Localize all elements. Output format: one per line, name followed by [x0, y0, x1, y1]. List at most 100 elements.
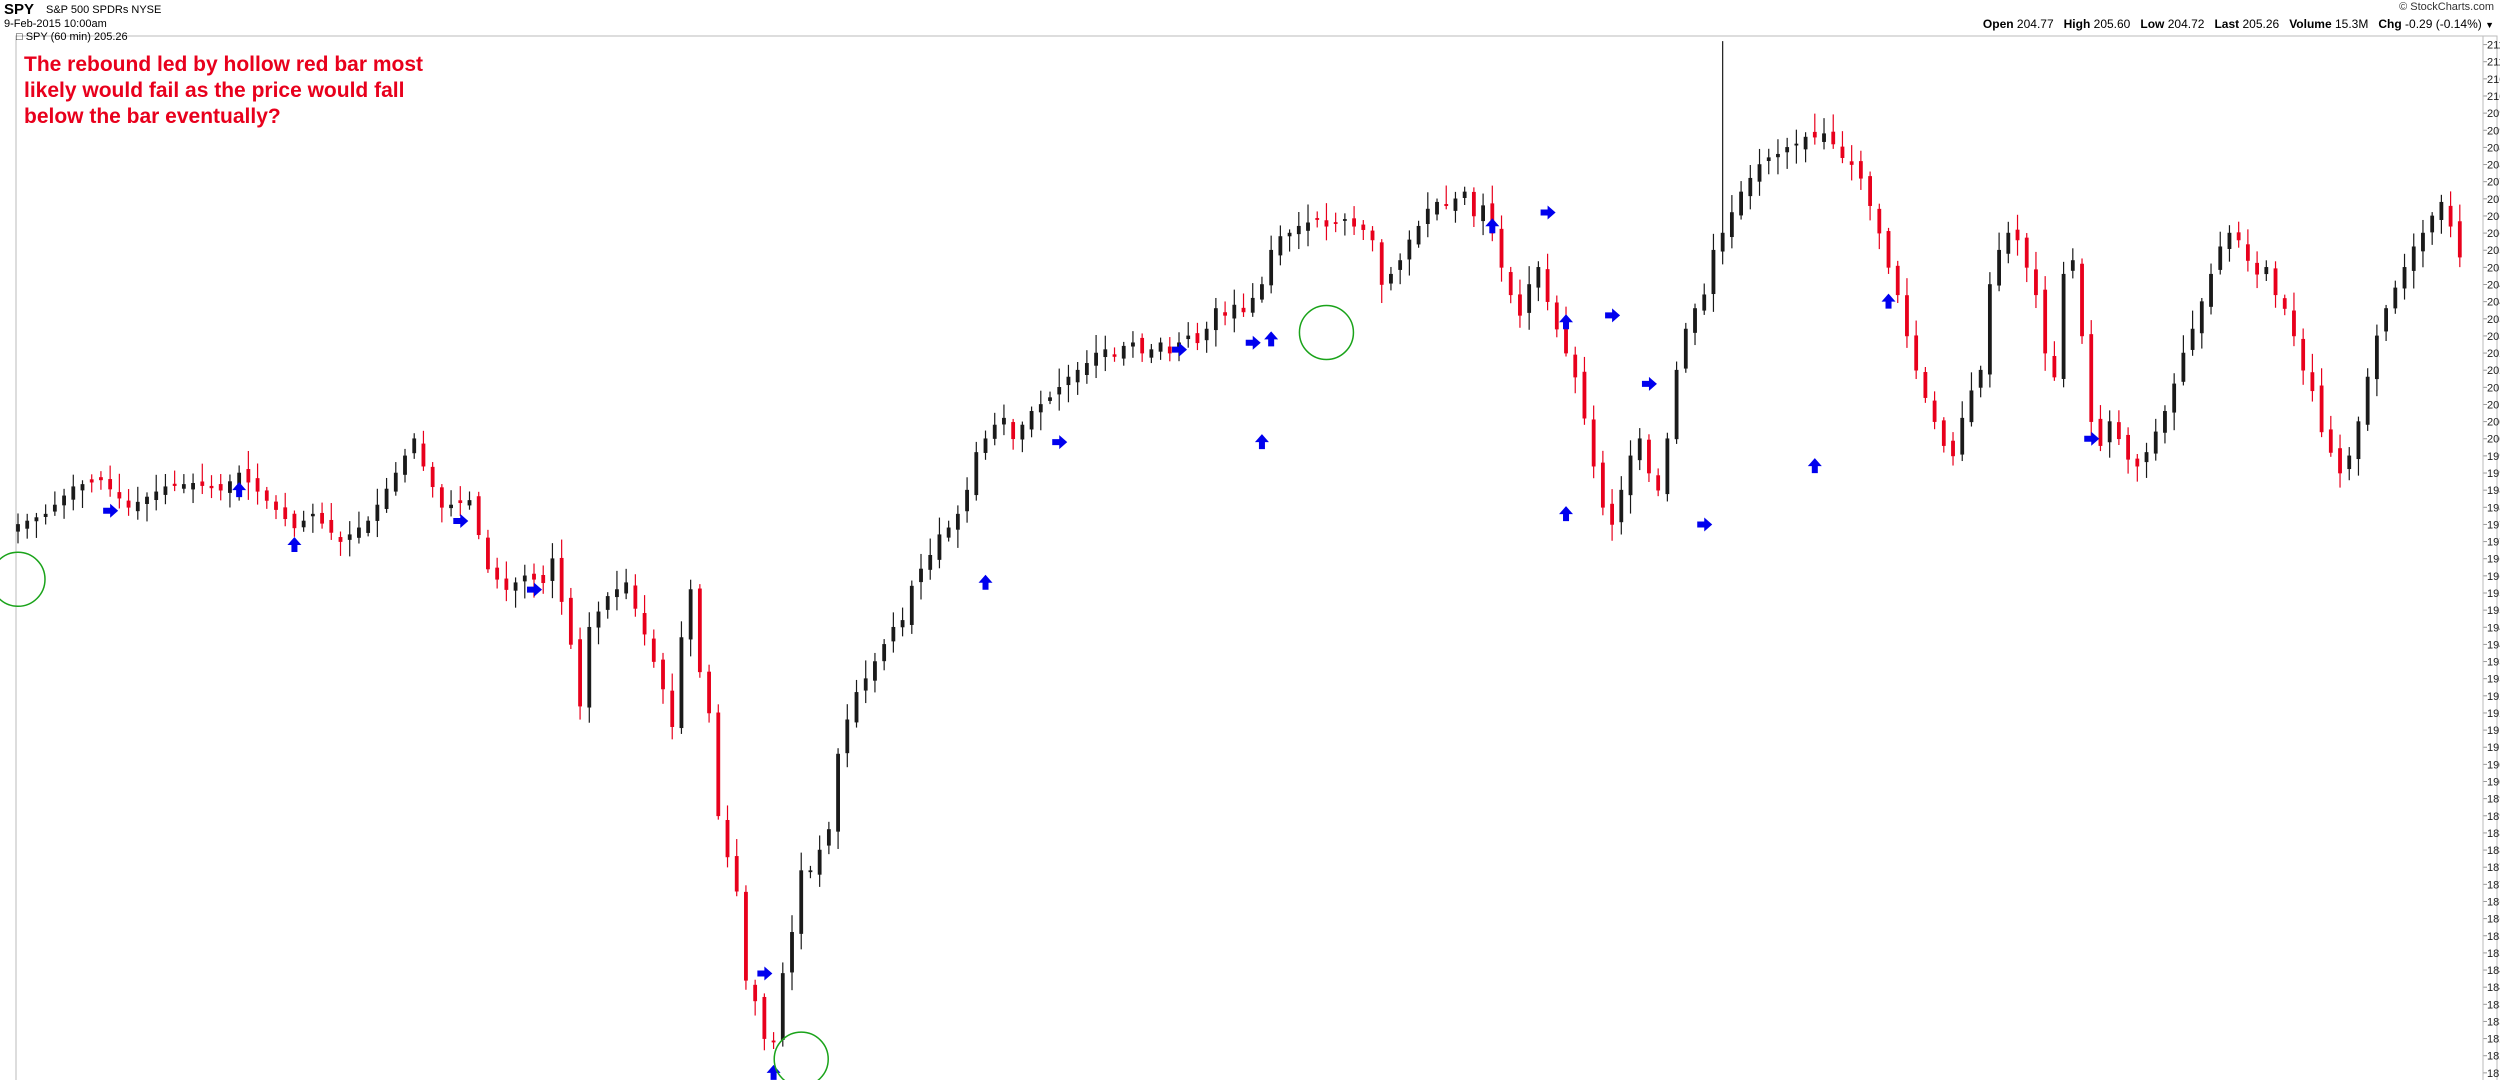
candle-body — [1048, 397, 1052, 401]
candle-body — [817, 849, 822, 875]
candle-body — [80, 484, 85, 491]
candle-body — [393, 472, 398, 492]
candle-body — [1683, 328, 1688, 369]
up-arrow-icon — [1559, 314, 1574, 330]
candle-body — [2356, 421, 2361, 460]
candle-body — [1029, 411, 1034, 430]
candle-body — [504, 578, 509, 590]
y-tick-label: 192.5 — [2487, 691, 2500, 703]
y-tick-label: 196.5 — [2487, 554, 2500, 566]
candle-body — [1702, 294, 1707, 311]
candle-body — [1693, 308, 1697, 333]
high-value: 205.60 — [2093, 17, 2131, 31]
candle-body — [762, 996, 767, 1039]
candle-body — [1508, 272, 1513, 296]
candle-body — [587, 626, 592, 708]
candle-body — [439, 487, 444, 508]
candle-body — [467, 500, 472, 506]
candle-body — [1352, 218, 1356, 227]
candle-body — [1186, 335, 1191, 340]
candle-body — [1914, 335, 1919, 371]
y-tick-label: 204.0 — [2487, 297, 2500, 309]
candle-body — [1103, 349, 1108, 358]
right-arrow-icon — [1697, 517, 1713, 532]
candle-body — [246, 469, 251, 483]
candle-body — [642, 613, 647, 635]
candle-body — [1776, 153, 1780, 158]
candle-body — [25, 520, 30, 529]
y-tick-label: 205.5 — [2487, 245, 2500, 257]
low-value: 204.72 — [2167, 17, 2205, 31]
y-tick-label: 211.0 — [2487, 57, 2500, 69]
candle-body — [2328, 429, 2333, 453]
candle-body — [1453, 198, 1458, 211]
candle-body — [2374, 335, 2379, 380]
candle-body — [2199, 301, 2204, 334]
candle-body — [2107, 421, 2112, 443]
candle-body — [974, 452, 979, 496]
candle-body — [347, 534, 352, 540]
candle-body — [301, 520, 306, 528]
candle-body — [1094, 352, 1098, 366]
y-tick-label: 207.0 — [2487, 194, 2500, 206]
candle-body — [108, 479, 113, 490]
up-arrow-icon — [1881, 293, 1896, 309]
candle-body — [1204, 328, 1209, 341]
candle-body — [1923, 372, 1928, 398]
candle-body — [357, 527, 361, 538]
candle-body — [532, 573, 536, 580]
candle-body — [2245, 244, 2250, 261]
y-tick-label: 187.5 — [2487, 862, 2500, 874]
candle-body — [71, 486, 76, 500]
y-tick-label: 210.0 — [2487, 91, 2500, 103]
candle-body — [135, 501, 140, 512]
candle-body — [1794, 143, 1799, 146]
up-arrow-icon — [1254, 434, 1269, 450]
chart-legend: □ SPY (60 min) 205.26 — [16, 31, 128, 43]
candle-body — [2163, 411, 2167, 433]
candle-body — [1370, 230, 1375, 241]
candle-body — [790, 932, 794, 973]
y-tick-label: 187.0 — [2487, 879, 2500, 891]
candle-body — [1895, 265, 1900, 296]
candle-body — [697, 588, 702, 673]
candle-body — [163, 486, 168, 495]
candle-body — [2402, 267, 2407, 289]
candle-body — [2034, 269, 2038, 296]
candle-body — [126, 500, 131, 508]
candle-body — [734, 856, 739, 892]
candle-body — [651, 638, 656, 662]
candle-body — [550, 558, 555, 581]
highlight-circle — [0, 551, 46, 608]
caret-down-icon[interactable]: ▼ — [2485, 20, 2494, 30]
y-tick-label: 205.0 — [2487, 262, 2500, 274]
y-tick-label: 185.5 — [2487, 931, 2500, 943]
candle-body — [1324, 220, 1329, 227]
annotation-text: The rebound led by hollow red bar most l… — [24, 53, 424, 128]
candle-body — [1720, 232, 1725, 252]
axes: 181.0181.5182.0182.5183.0183.5184.0184.5… — [2482, 36, 2500, 1080]
candle-body — [1766, 157, 1771, 162]
last-label: Last — [2214, 17, 2240, 31]
candle-body — [117, 492, 122, 499]
candle-body — [1545, 269, 1550, 302]
candle-body — [854, 692, 859, 723]
y-tick-label: 203.0 — [2487, 331, 2500, 343]
up-arrow-icon — [1807, 458, 1822, 474]
candle-body — [2319, 385, 2324, 433]
up-arrow-icon — [1485, 218, 1500, 234]
candle-body — [1674, 369, 1679, 440]
candle-body — [826, 829, 831, 846]
y-tick-label: 185.0 — [2487, 948, 2500, 960]
candle-body — [753, 984, 758, 1002]
candle-body — [1573, 354, 1578, 378]
candle-body — [615, 589, 619, 598]
candle-body — [172, 483, 177, 486]
candle-body — [1167, 346, 1172, 354]
candle-body — [1471, 191, 1476, 217]
plot-frame — [15, 35, 2498, 1080]
candle-body — [744, 891, 748, 981]
candle-body — [1647, 439, 1651, 474]
candle-body — [1250, 297, 1255, 313]
